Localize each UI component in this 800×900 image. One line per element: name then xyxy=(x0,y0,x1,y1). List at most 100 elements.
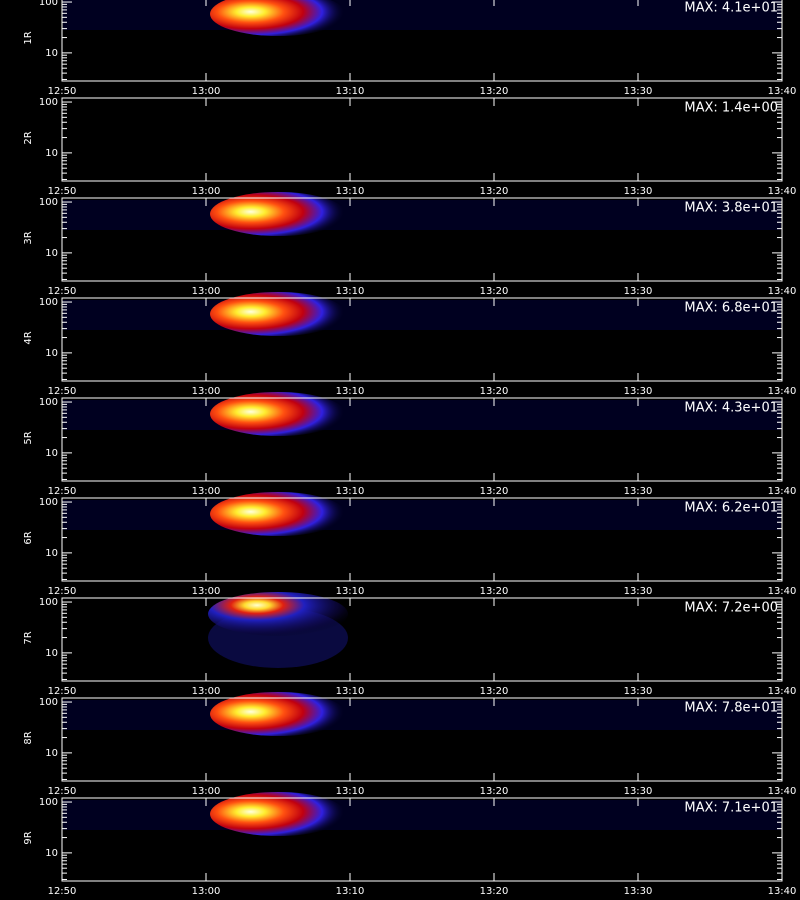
y-tick-label: 10 xyxy=(45,448,58,459)
y-tick-label: 100 xyxy=(39,197,58,208)
emission xyxy=(210,792,346,836)
x-tick-label: 12:50 xyxy=(48,786,77,797)
emission xyxy=(208,592,348,636)
plot-frame xyxy=(61,197,783,282)
y-tick-label: 100 xyxy=(39,497,58,508)
x-tick-label: 13:40 xyxy=(768,186,797,197)
x-tick-label: 13:10 xyxy=(336,86,365,97)
max-label: MAX: 1.4e+00 xyxy=(684,101,778,116)
x-tick-label: 13:40 xyxy=(768,586,797,597)
x-tick-label: 13:30 xyxy=(624,86,653,97)
x-tick-label: 13:00 xyxy=(192,786,221,797)
emission xyxy=(210,392,346,436)
emission-band xyxy=(63,800,781,830)
x-tick-label: 13:10 xyxy=(336,286,365,297)
max-label: MAX: 4.1e+01 xyxy=(684,1,778,16)
y-tick-label: 10 xyxy=(45,48,58,59)
emission-band xyxy=(63,400,781,430)
y-tick-label: 100 xyxy=(39,297,58,308)
x-tick-label: 13:10 xyxy=(336,186,365,197)
panel-label: 3R xyxy=(23,231,34,244)
y-tick-label: 10 xyxy=(45,648,58,659)
panel-label: 7R xyxy=(23,631,34,644)
y-tick-label: 10 xyxy=(45,848,58,859)
x-tick-label: 13:40 xyxy=(768,786,797,797)
emission xyxy=(210,692,346,736)
x-tick-label: 13:00 xyxy=(192,886,221,897)
y-tick-label: 10 xyxy=(45,548,58,559)
x-tick-label: 13:30 xyxy=(624,486,653,497)
plot-frame xyxy=(61,697,783,782)
x-tick-label: 13:30 xyxy=(624,186,653,197)
panel-label: 6R xyxy=(23,531,34,544)
emission-band xyxy=(63,500,781,530)
panel-label: 4R xyxy=(23,331,34,344)
plot-frame xyxy=(61,597,783,682)
plot-frame xyxy=(61,497,783,582)
emission xyxy=(210,292,346,336)
emission-band xyxy=(63,700,781,730)
y-tick-label: 100 xyxy=(39,597,58,608)
x-tick-label: 13:30 xyxy=(624,686,653,697)
max-label: MAX: 7.2e+00 xyxy=(684,601,778,616)
x-tick-label: 13:00 xyxy=(192,386,221,397)
x-tick-label: 13:20 xyxy=(480,886,509,897)
panel-label: 2R xyxy=(23,131,34,144)
x-tick-label: 12:50 xyxy=(48,386,77,397)
plot-frame xyxy=(61,97,783,182)
panel-label: 1R xyxy=(23,31,34,44)
x-tick-label: 12:50 xyxy=(48,86,77,97)
emission-band xyxy=(63,0,781,30)
x-tick-label: 12:50 xyxy=(48,586,77,597)
max-label: MAX: 7.1e+01 xyxy=(684,801,778,816)
x-tick-label: 13:20 xyxy=(480,486,509,497)
max-label: MAX: 6.8e+01 xyxy=(684,301,778,316)
x-tick-label: 13:00 xyxy=(192,586,221,597)
x-tick-label: 13:10 xyxy=(336,886,365,897)
x-tick-label: 13:10 xyxy=(336,686,365,697)
x-tick-label: 13:10 xyxy=(336,586,365,597)
x-tick-label: 13:40 xyxy=(768,486,797,497)
x-tick-label: 13:10 xyxy=(336,386,365,397)
emission xyxy=(210,192,346,236)
max-label: MAX: 3.8e+01 xyxy=(684,201,778,216)
x-tick-label: 13:00 xyxy=(192,86,221,97)
emission xyxy=(210,0,346,36)
x-tick-label: 12:50 xyxy=(48,286,77,297)
x-tick-label: 13:00 xyxy=(192,686,221,697)
max-label: MAX: 4.3e+01 xyxy=(684,401,778,416)
x-tick-label: 12:50 xyxy=(48,486,77,497)
max-label: MAX: 7.8e+01 xyxy=(684,701,778,716)
emission-band xyxy=(63,300,781,330)
x-tick-label: 13:10 xyxy=(336,486,365,497)
x-tick-label: 13:40 xyxy=(768,86,797,97)
y-tick-label: 10 xyxy=(45,248,58,259)
x-tick-label: 13:20 xyxy=(480,586,509,597)
y-tick-label: 100 xyxy=(39,697,58,708)
y-tick-label: 100 xyxy=(39,797,58,808)
plot-frame xyxy=(61,397,783,482)
y-tick-label: 100 xyxy=(39,97,58,108)
y-tick-label: 100 xyxy=(39,0,58,8)
x-tick-label: 13:30 xyxy=(624,886,653,897)
x-tick-label: 13:30 xyxy=(624,286,653,297)
y-tick-label: 100 xyxy=(39,397,58,408)
x-tick-label: 13:40 xyxy=(768,286,797,297)
x-tick-label: 13:10 xyxy=(336,786,365,797)
x-tick-label: 13:20 xyxy=(480,686,509,697)
x-tick-label: 12:50 xyxy=(48,186,77,197)
panel-label: 8R xyxy=(23,731,34,744)
x-tick-label: 12:50 xyxy=(48,886,77,897)
x-tick-label: 13:40 xyxy=(768,686,797,697)
x-tick-label: 13:40 xyxy=(768,386,797,397)
x-tick-label: 13:30 xyxy=(624,386,653,397)
x-tick-label: 13:00 xyxy=(192,286,221,297)
y-tick-label: 10 xyxy=(45,148,58,159)
x-tick-label: 13:30 xyxy=(624,586,653,597)
y-tick-label: 10 xyxy=(45,748,58,759)
x-tick-label: 13:20 xyxy=(480,186,509,197)
panel-label: 9R xyxy=(23,831,34,844)
plot-frame xyxy=(61,0,783,82)
x-tick-label: 13:20 xyxy=(480,386,509,397)
